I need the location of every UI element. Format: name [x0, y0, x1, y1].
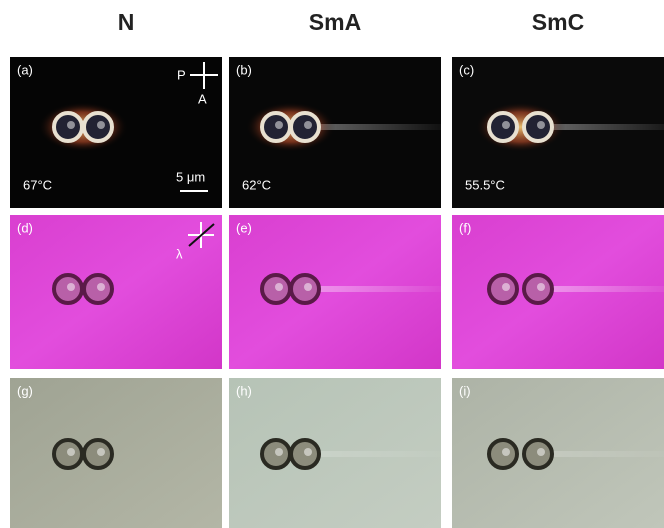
panel-label: (f): [459, 220, 471, 235]
scale-bar-label: 5 μm: [176, 169, 205, 184]
column-header: N: [118, 9, 135, 35]
streak: [538, 451, 664, 457]
panel: (h): [229, 378, 455, 528]
particle-highlight: [97, 448, 105, 456]
particle-highlight: [275, 448, 283, 456]
panel: (c) 55.5°C: [452, 57, 664, 208]
streak: [538, 286, 664, 292]
column-header: SmA: [309, 9, 361, 35]
particle-highlight: [537, 283, 545, 291]
panel-label: (b): [236, 62, 252, 77]
temperature: 67°C: [23, 177, 52, 192]
particle-highlight: [502, 283, 510, 291]
particle-highlight: [275, 283, 283, 291]
panel-label: (a): [17, 62, 33, 77]
panel: (d): [10, 215, 222, 369]
analyzer-label: A: [198, 91, 207, 106]
panel-image: [10, 378, 222, 528]
wave-plate-label: λ: [176, 246, 183, 261]
panel-image: [10, 215, 222, 369]
temperature: 55.5°C: [465, 177, 505, 192]
panel: (b) 62°C: [229, 57, 455, 208]
particle-highlight: [537, 121, 545, 129]
particle-highlight: [502, 448, 510, 456]
panel-label: (e): [236, 220, 252, 235]
panel-label: (i): [459, 383, 471, 398]
particle-highlight: [97, 121, 105, 129]
particle-highlight: [67, 121, 75, 129]
panel-label: (h): [236, 383, 252, 398]
particle-highlight: [67, 448, 75, 456]
figure: N SmA SmC (a) 67°C (b) 62°C (c) 55.5°C (d) (e) (f) (…: [0, 0, 664, 528]
polarizer-label: P: [177, 67, 186, 82]
particle-highlight: [502, 121, 510, 129]
streak: [305, 286, 455, 292]
particle-highlight: [97, 283, 105, 291]
particle-highlight: [67, 283, 75, 291]
streak: [305, 451, 455, 457]
particle-highlight: [304, 121, 312, 129]
panel: (e): [229, 215, 455, 369]
panel-label: (g): [17, 383, 33, 398]
particle-highlight: [304, 283, 312, 291]
panel-label: (d): [17, 220, 33, 235]
particle-highlight: [275, 121, 283, 129]
particle-highlight: [537, 448, 545, 456]
panel-label: (c): [459, 62, 474, 77]
column-header: SmC: [532, 9, 584, 35]
panel: (a) 67°C: [10, 57, 222, 208]
panel: (i): [452, 378, 664, 528]
panel: (f): [452, 215, 664, 369]
particle-highlight: [304, 448, 312, 456]
temperature: 62°C: [242, 177, 271, 192]
panel: (g): [10, 378, 222, 528]
